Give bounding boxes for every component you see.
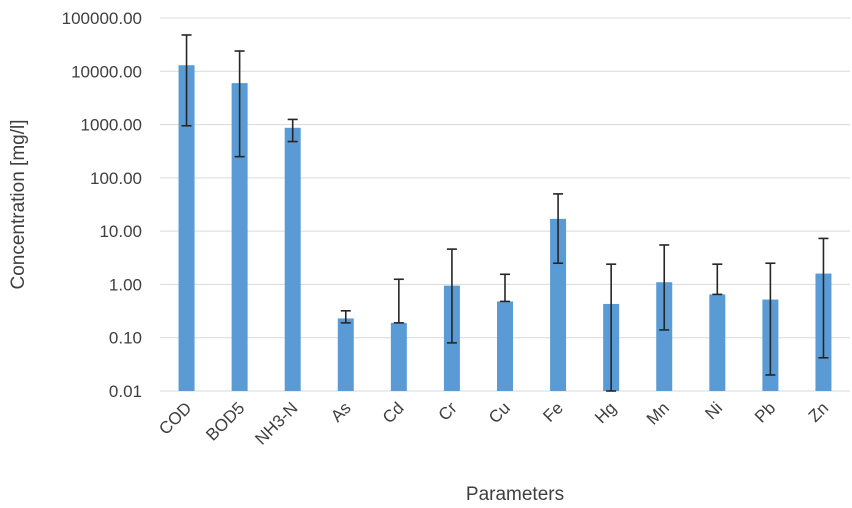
y-tick-label: 100.00 xyxy=(90,169,142,188)
x-tick-label: Hg xyxy=(591,398,620,427)
error-bar-cu xyxy=(500,273,510,303)
error-bar-cd xyxy=(393,278,404,324)
error-bar-nh3-n xyxy=(287,118,298,143)
y-tick-label: 0.01 xyxy=(109,382,142,401)
x-tick-label: Ni xyxy=(701,398,726,423)
gridlines xyxy=(160,17,850,339)
x-tick-label: Pb xyxy=(751,398,779,426)
y-axis-label: Concentration [mg/l] xyxy=(8,119,29,289)
y-tick-label: 10.00 xyxy=(99,222,142,241)
x-tick-label: Mn xyxy=(643,398,673,428)
y-tick-label: 10000.00 xyxy=(71,62,142,81)
x-tick-label: Cu xyxy=(485,398,514,427)
error-bar-as xyxy=(340,309,351,324)
x-axis-label: Parameters xyxy=(466,484,564,505)
x-tick-label: BOD5 xyxy=(202,398,248,444)
error-bar-cod xyxy=(181,34,192,127)
bar-cod xyxy=(178,65,195,391)
y-tick-label: 1.00 xyxy=(109,275,142,294)
bar-bod5 xyxy=(231,83,248,391)
x-tick-label: Zn xyxy=(805,398,832,425)
error-bar-zn xyxy=(818,237,829,359)
x-tick-label: Cd xyxy=(379,398,408,427)
y-tick-label: 1000.00 xyxy=(81,116,142,135)
y-tick-label: 100000.00 xyxy=(62,9,142,28)
bar-as xyxy=(337,318,354,391)
y-tick-label: 0.10 xyxy=(109,329,142,348)
bar-fe xyxy=(550,218,567,391)
bars xyxy=(178,65,832,391)
bar-mn xyxy=(656,282,673,391)
x-tick-label: As xyxy=(327,398,354,425)
error-bar-cr xyxy=(446,248,457,344)
error-bar-hg xyxy=(606,263,617,392)
bar-nh3-n xyxy=(284,127,301,391)
error-bar-fe xyxy=(553,193,564,265)
error-bar-bod5 xyxy=(234,50,245,158)
x-axis-ticks: COD BOD5 NH3-N As Cd Cr Cu Fe Hg Mn Ni Pb Zn xyxy=(155,398,832,448)
bar-cd xyxy=(390,322,407,391)
error-bar-pb xyxy=(765,262,776,376)
x-tick-label: Cr xyxy=(435,398,461,424)
x-tick-label: Fe xyxy=(539,398,566,425)
error-bars xyxy=(181,34,829,392)
error-bar-mn xyxy=(659,244,670,331)
bar-cu xyxy=(497,301,513,391)
y-axis-ticks: 0.01 0.10 1.00 10.00 100.00 1000.00 10000.00 10… xyxy=(62,9,142,401)
bar-ni xyxy=(709,294,726,391)
x-tick-label: COD xyxy=(155,398,195,438)
error-bar-ni xyxy=(712,263,723,296)
x-tick-label: NH3-N xyxy=(251,398,301,448)
